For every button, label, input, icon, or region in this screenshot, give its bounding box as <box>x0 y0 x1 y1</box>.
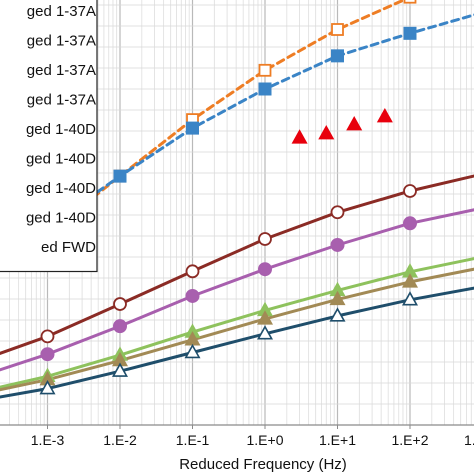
marker-s7 <box>184 343 201 359</box>
x-axis-title: Reduced Frequency (Hz) <box>179 456 347 473</box>
marker-s7 <box>329 307 346 322</box>
marker-s4 <box>40 347 55 362</box>
marker-s2 <box>186 121 199 135</box>
x-tick-label: 1.E-2 <box>103 432 137 448</box>
marker-s2 <box>331 49 344 63</box>
legend-label: ed FWD <box>41 239 96 256</box>
series-line-s4 <box>0 208 474 372</box>
x-tick-label: 1.E+2 <box>392 432 429 448</box>
legend-label: ged 1-37A <box>27 33 96 50</box>
axes: 1.E-3 1.E-2 1.E-1 1.E+0 1.E+1 1.E+2 1.E+3 <box>0 424 474 448</box>
x-tick-label: 1.E-1 <box>176 432 210 448</box>
marker-s3 <box>403 184 417 198</box>
marker-s6 <box>256 310 274 325</box>
marker-s4 <box>403 216 417 231</box>
legend-label: ged 1-40D <box>26 121 96 138</box>
marker-s2 <box>113 169 127 183</box>
x-tick-label: 1.E-3 <box>31 432 65 448</box>
x-tick-label: 1.E+3 <box>464 432 474 448</box>
legend-label: ged 1-40D <box>26 151 96 168</box>
marker-s3 <box>330 205 345 220</box>
legend-label: ged 1-37A <box>27 62 96 79</box>
marker-s1 <box>403 0 417 4</box>
marker-s3 <box>113 297 127 311</box>
series-line-s6 <box>0 267 474 392</box>
series-markers <box>39 0 419 395</box>
marker-s4 <box>113 319 127 334</box>
marker-s2 <box>403 26 417 40</box>
legend-label: ged 1-40D <box>26 180 96 197</box>
legend: ged 1-37A ged 1-37A ged 1-37A ged 1-37A ged … <box>0 0 98 273</box>
marker-fwd <box>291 129 308 144</box>
marker-s4 <box>330 237 345 252</box>
marker-s6 <box>401 273 419 288</box>
marker-s1 <box>331 23 344 36</box>
series-line-s7 <box>0 286 474 399</box>
marker-s7 <box>401 291 419 306</box>
marker-s1 <box>258 63 272 77</box>
marker-s7 <box>39 379 56 395</box>
marker-s7 <box>256 325 274 340</box>
marker-fwd <box>346 116 363 131</box>
marker-s3 <box>258 232 272 246</box>
marker-s3 <box>185 264 200 279</box>
legend-label: ged 1-37A <box>27 92 96 109</box>
x-tick-label: 1.E+0 <box>247 432 284 448</box>
marker-fwd <box>376 107 393 123</box>
marker-s6 <box>329 290 346 306</box>
marker-s7 <box>111 362 129 377</box>
series-line-s3 <box>0 174 474 355</box>
marker-s4 <box>258 262 272 277</box>
legend-label: ged 1-40D <box>26 210 96 227</box>
marker-s4 <box>185 288 200 303</box>
series-line-s5 <box>0 257 474 389</box>
legend-label: ged 1-37A <box>27 3 96 20</box>
marker-s2 <box>258 82 272 96</box>
legend-box <box>0 0 98 273</box>
marker-s3 <box>40 329 55 344</box>
marker-fwd <box>318 124 335 140</box>
x-tick-label: 1.E+1 <box>319 432 356 448</box>
